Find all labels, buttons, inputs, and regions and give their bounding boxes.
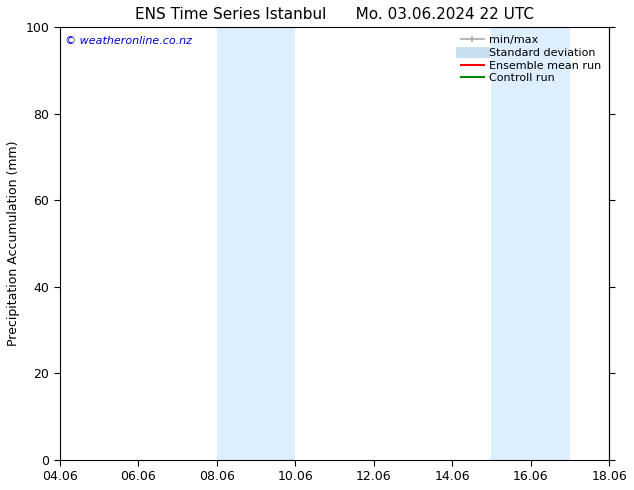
- Y-axis label: Precipitation Accumulation (mm): Precipitation Accumulation (mm): [7, 141, 20, 346]
- Title: ENS Time Series Istanbul      Mo. 03.06.2024 22 UTC: ENS Time Series Istanbul Mo. 03.06.2024 …: [135, 7, 534, 22]
- Bar: [491, 27, 570, 460]
- Text: © weatheronline.co.nz: © weatheronline.co.nz: [65, 36, 192, 46]
- Legend: min/max, Standard deviation, Ensemble mean run, Controll run: min/max, Standard deviation, Ensemble me…: [459, 33, 604, 86]
- Bar: [217, 27, 295, 460]
